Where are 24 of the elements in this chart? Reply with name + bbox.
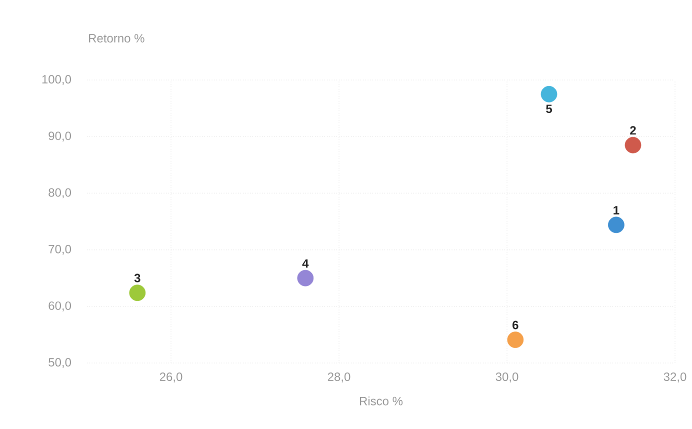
x-tick-label: 30,0 xyxy=(496,372,518,382)
series-label: 3 xyxy=(134,274,140,282)
point xyxy=(608,216,624,234)
x-axis-title: Risco % xyxy=(360,396,403,406)
series-label: 1 xyxy=(614,206,620,214)
point xyxy=(297,270,314,286)
y-tick-label: 90,0 xyxy=(48,132,72,142)
point xyxy=(624,136,642,154)
series-label: 6 xyxy=(512,320,518,330)
series-label: 5 xyxy=(546,104,552,114)
y-tick-label: 50,0 xyxy=(48,358,72,368)
point xyxy=(540,86,558,102)
x-tick-label: 26,0 xyxy=(160,372,182,382)
point xyxy=(129,284,146,302)
y-axis-title: Retorno % xyxy=(89,34,144,42)
y-tick-label: 60,0 xyxy=(48,301,72,312)
y-tick-label: 100,0 xyxy=(42,75,72,85)
x-tick-label: 32,0 xyxy=(664,372,686,382)
y-tick-label: 70,0 xyxy=(48,244,72,255)
series-label: 2 xyxy=(630,126,636,135)
y-tick-label: 80,0 xyxy=(48,188,72,198)
x-tick-label: 28,0 xyxy=(328,372,350,382)
point xyxy=(507,332,524,348)
series-label: 4 xyxy=(302,259,309,268)
